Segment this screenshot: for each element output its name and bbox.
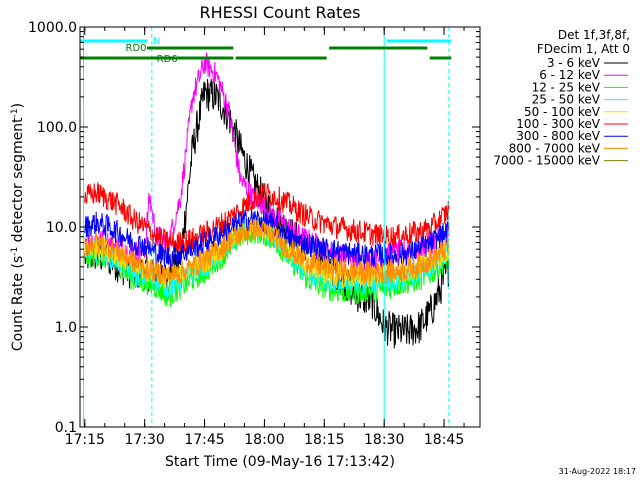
state-bar-segment [386,39,452,43]
y-tick-label: 100.0 [37,120,77,136]
state-bar-label: RD6 [157,54,178,65]
y-tick-label: 0.1 [55,420,77,436]
state-bar-segment [80,39,148,43]
y-axis-label-close: ) [10,103,26,108]
chart-title: RHESSI Count Rates [200,3,361,22]
series-line [84,51,450,274]
y-axis-label-sup: -1 [10,247,20,256]
series-line [84,218,450,287]
legend-header: Det 1f,3f,8f, [558,28,630,42]
plot-area: N RD0 RD6 [80,27,452,427]
legend-entry-label: 3 - 6 keV [547,56,601,70]
x-tick-label: 18:45 [424,432,464,448]
x-tick-label: 18:15 [304,432,344,448]
x-axis-label: Start Time (09-May-16 17:13:42) [165,454,395,470]
series-line [84,208,450,268]
y-axis-label: Count Rate (s-1 detector segment-1) [10,103,26,351]
state-bars-layer: N RD0 RD6 [80,36,452,65]
legend-entry-label: 7000 - 15000 keV [493,154,600,168]
x-tick-label: 18:30 [364,432,404,448]
x-tick-label: 17:30 [124,432,164,448]
state-bar-segment [80,56,234,60]
legend-header: FDecim 1, Att 0 [537,42,630,56]
legend-entry-label: 25 - 50 keV [532,93,601,107]
y-axis-label-sup2: -1 [10,108,20,117]
legend-entry-label: 6 - 12 keV [539,68,601,82]
x-axis-ticks: 17:15 17:30 17:45 18:00 18:15 18:30 18:45 [65,27,465,448]
y-tick-label: 1.0 [55,320,77,336]
y-tick-label: 10.0 [46,220,77,236]
state-bar-label: N [153,36,160,47]
y-axis-label-main: Count Rate (s [10,256,26,351]
state-bar-label: RD0 [126,43,147,54]
state-bar-segment [329,46,428,50]
y-tick-label: 1000.0 [28,20,77,36]
legend-entry-label: 800 - 7000 keV [509,141,601,155]
legend-entry-label: 12 - 25 keV [532,80,601,94]
state-bar-segment [235,56,327,60]
timestamp-stamp: 31-Aug-2022 18:17 [559,467,636,476]
x-tick-label: 17:15 [65,432,105,448]
series-layer [84,51,450,349]
series-line [84,182,450,254]
legend-entry-label: 100 - 300 keV [516,117,600,131]
y-axis-ticks: 0.1 1.0 10.0 100.0 1000.0 [28,20,480,436]
y-axis-label-tail: detector segment [10,117,26,247]
state-bar-segment [429,56,452,60]
state-bar-segment [147,46,234,50]
legend-entry-label: 300 - 800 keV [516,129,600,143]
legend-entry-label: 50 - 100 keV [524,105,601,119]
x-tick-label: 18:00 [244,432,284,448]
x-tick-label: 17:45 [184,432,224,448]
